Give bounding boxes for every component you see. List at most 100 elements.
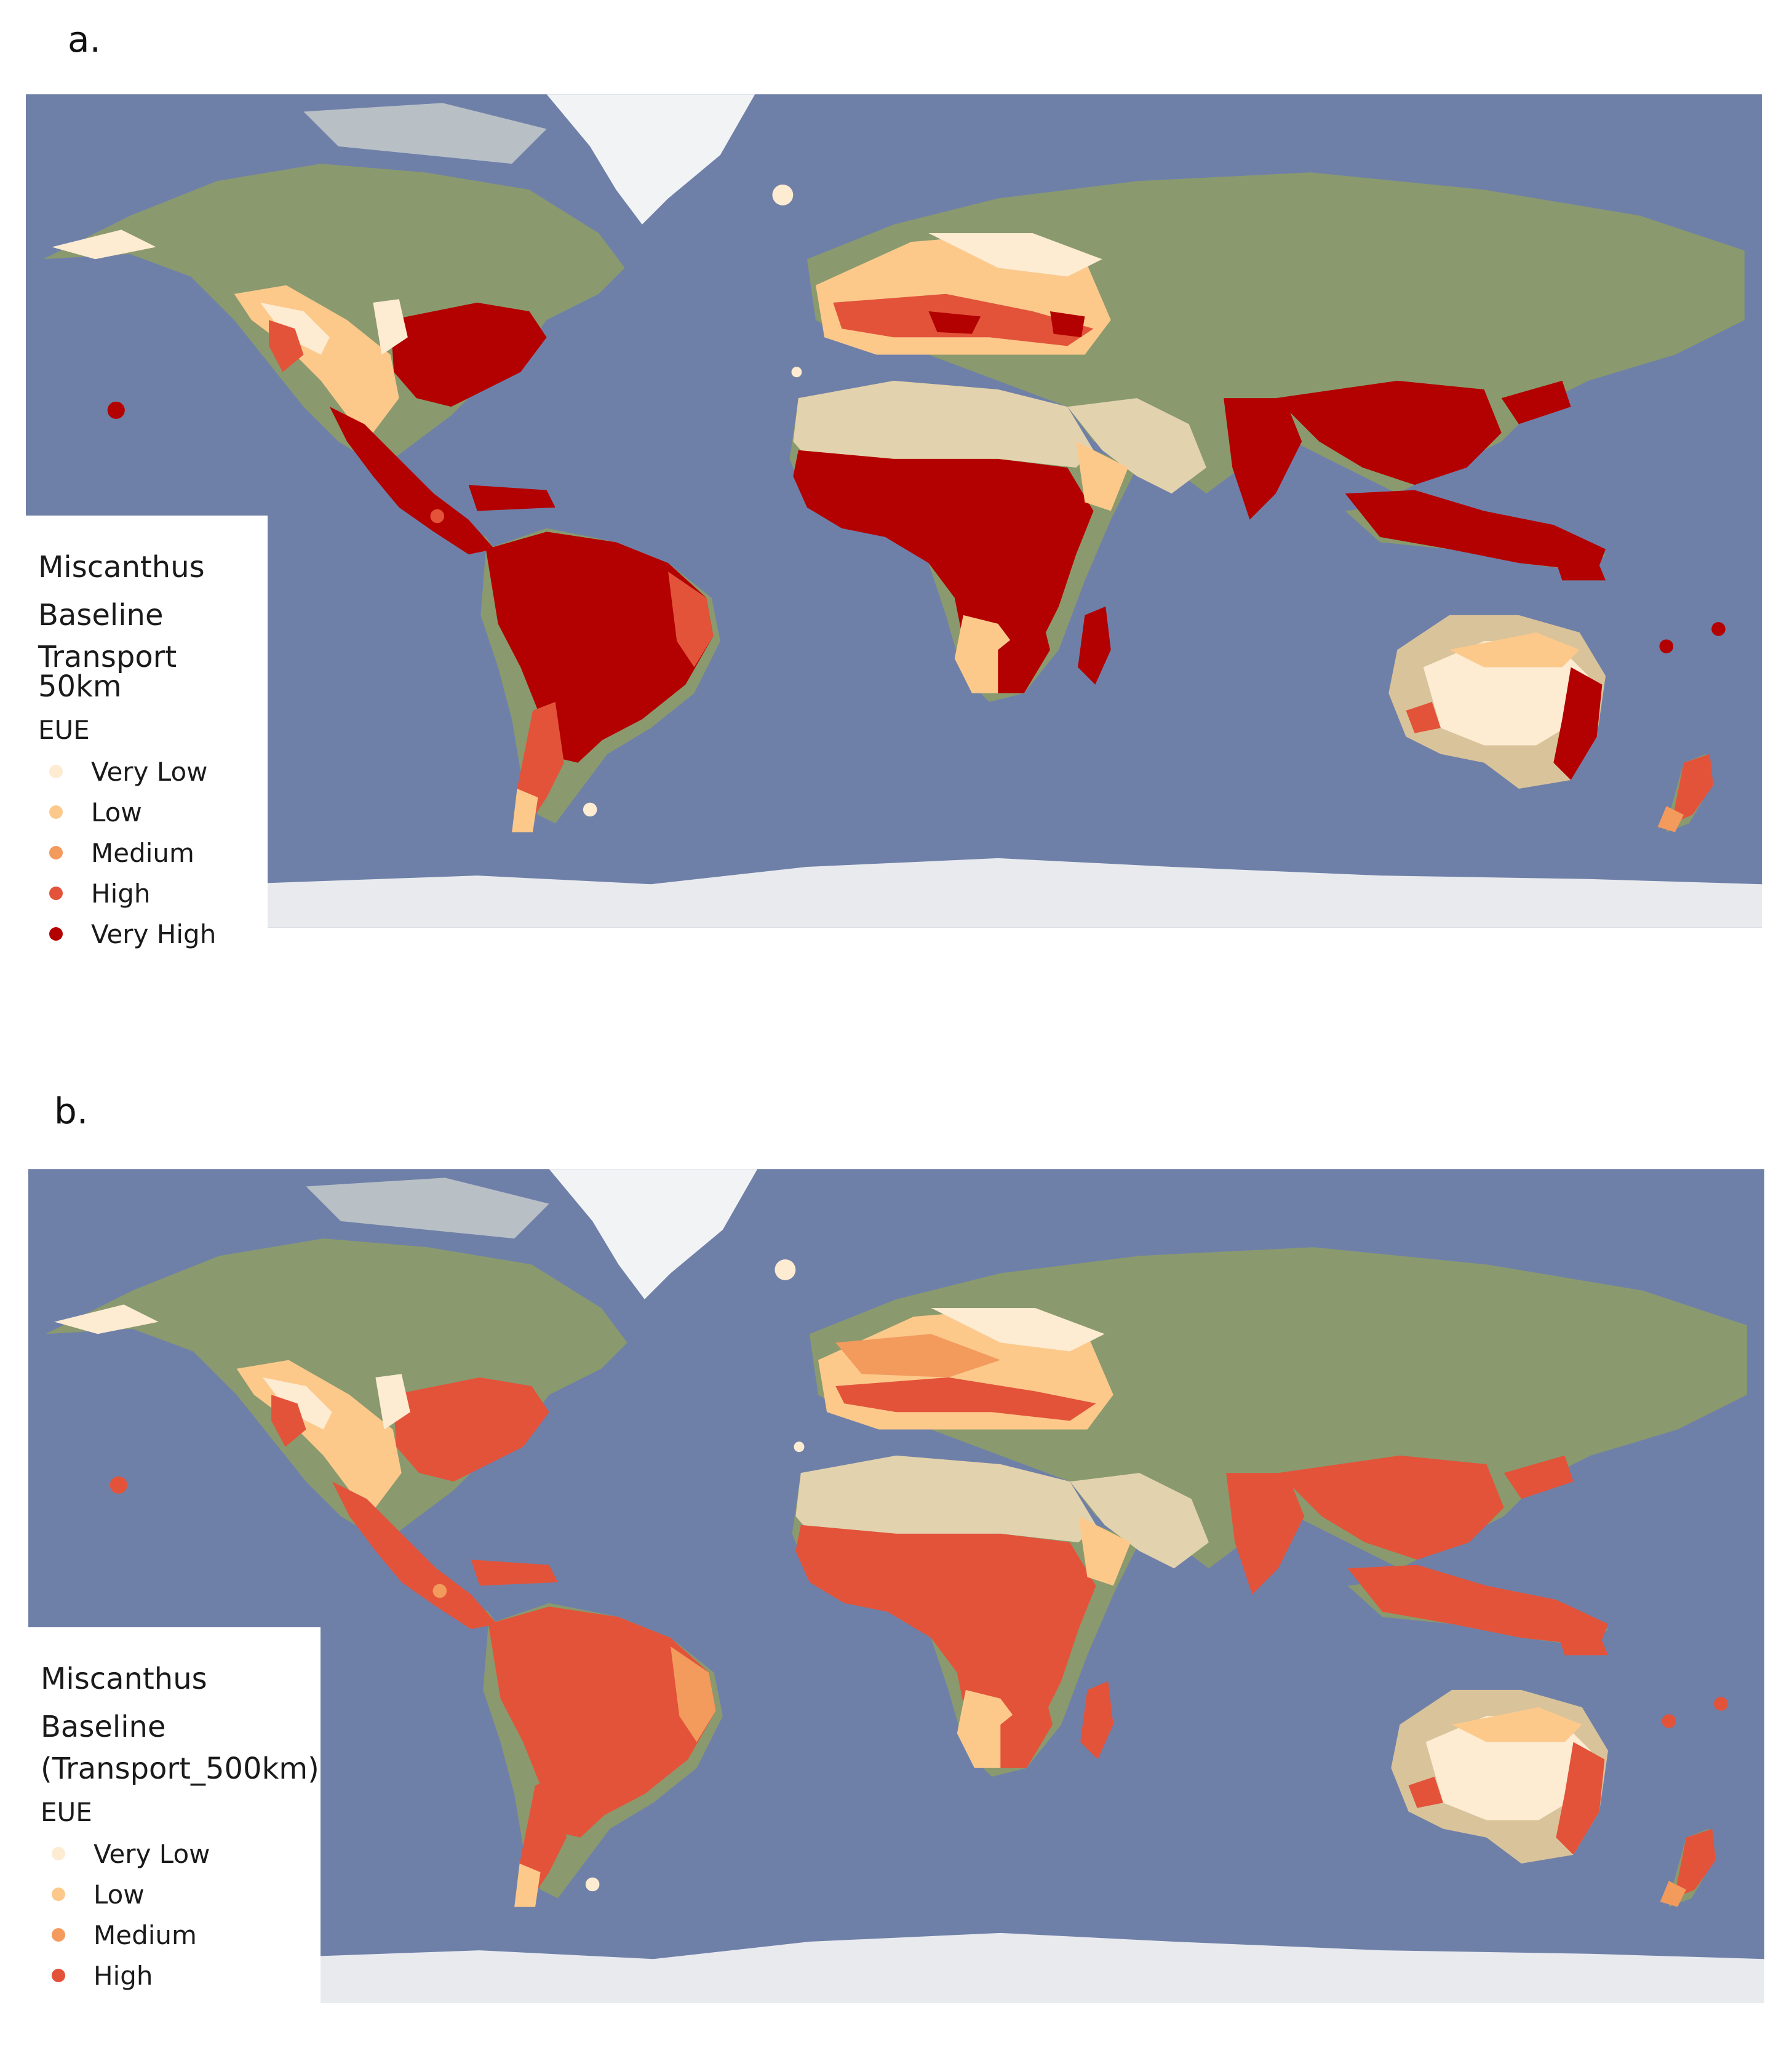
world-map-a bbox=[26, 94, 1762, 928]
zone-falklands bbox=[585, 1877, 600, 1892]
zone-us-east bbox=[392, 1377, 549, 1482]
legend-swatch bbox=[52, 1928, 65, 1942]
zone-azores bbox=[791, 367, 802, 378]
zone-nz-south bbox=[1660, 1881, 1687, 1907]
legend-title-line: Baseline bbox=[38, 598, 164, 632]
legend-item-high: High bbox=[41, 1955, 321, 1996]
zone-hawaii bbox=[107, 401, 125, 419]
zone-india bbox=[1226, 1473, 1305, 1595]
zone-mexico bbox=[329, 407, 495, 555]
legend-item-label: Low bbox=[91, 797, 142, 827]
zone-europe-medium bbox=[835, 1334, 1001, 1377]
zone-se-asia-islands bbox=[1345, 490, 1606, 572]
zone-horn-low bbox=[1076, 441, 1128, 511]
zone-africa bbox=[795, 1525, 1096, 1760]
zone-brazil-coast bbox=[668, 572, 714, 668]
zone-vanuatu bbox=[1659, 639, 1674, 653]
legend-item-low: Low bbox=[41, 1874, 321, 1915]
zone-na-west-high bbox=[271, 1395, 306, 1447]
zone-us-east-edge bbox=[375, 1374, 410, 1430]
zone-azores bbox=[794, 1441, 805, 1453]
zone-europe-high bbox=[835, 1377, 1096, 1421]
legend-swatch bbox=[52, 1847, 65, 1860]
legend-item-medium: Medium bbox=[41, 1915, 321, 1955]
legend-panel-a: Miscanthus Baseline Transport 50km EUE V… bbox=[26, 516, 268, 949]
legend-item-label: Very Low bbox=[91, 756, 208, 787]
legend-title-line: Baseline bbox=[41, 1710, 166, 1744]
zone-blacksea-vh bbox=[1049, 311, 1085, 338]
legend-item-label: Medium bbox=[91, 837, 194, 868]
zone-africa-vh bbox=[793, 450, 1094, 685]
zone-south-america bbox=[488, 1606, 716, 1838]
legend-item-label: Low bbox=[94, 1879, 145, 1910]
greenland bbox=[549, 1169, 758, 1299]
zone-us-east-edge bbox=[373, 299, 408, 355]
zone-fiji bbox=[1711, 622, 1726, 636]
zone-png bbox=[1553, 554, 1606, 581]
sahara bbox=[795, 1455, 1096, 1542]
zone-japan-vh bbox=[1501, 380, 1571, 425]
zone-india-vh bbox=[1224, 398, 1302, 520]
legend-item-label: High bbox=[94, 1960, 153, 1991]
legend-item-very-high: Very High bbox=[38, 914, 268, 954]
zone-na-west-vl bbox=[262, 1377, 332, 1430]
zone-iceland bbox=[775, 1259, 796, 1280]
legend-swatch bbox=[49, 927, 63, 941]
arctic-islands bbox=[306, 1178, 549, 1239]
zone-nz bbox=[1674, 1828, 1716, 1899]
zone-andes-low bbox=[514, 1864, 541, 1907]
antarctica bbox=[28, 1932, 1764, 2003]
legend-item-medium: Medium bbox=[38, 832, 268, 873]
legend-item-low: Low bbox=[38, 792, 268, 832]
zone-south-america-vh bbox=[485, 532, 714, 763]
legend-item-label: Very Low bbox=[94, 1838, 210, 1869]
legend-item-very-low: Very Low bbox=[41, 1833, 321, 1874]
zone-andes bbox=[519, 1776, 567, 1899]
zone-na-west-high bbox=[269, 320, 304, 372]
eue-overlay-a bbox=[52, 184, 1726, 832]
zone-australia-sw bbox=[1406, 701, 1441, 733]
legend-title-line: Miscanthus bbox=[41, 1662, 207, 1696]
panel-a-label: a. bbox=[68, 18, 101, 60]
zone-europe-vl bbox=[928, 233, 1102, 277]
legend-swatch bbox=[52, 1888, 65, 1901]
zone-andes-low bbox=[512, 789, 538, 832]
legend-swatch bbox=[52, 1969, 65, 1982]
map-panel-a bbox=[26, 94, 1762, 928]
zone-hawaii bbox=[110, 1476, 127, 1494]
eue-overlay-b bbox=[54, 1259, 1728, 1907]
zone-australia-east bbox=[1556, 1742, 1605, 1855]
arctic-islands bbox=[303, 103, 547, 164]
zone-brazil-coast bbox=[671, 1646, 716, 1742]
zone-australia-low bbox=[1452, 1707, 1582, 1742]
zone-china bbox=[1278, 1455, 1504, 1560]
zone-madagascar bbox=[1078, 606, 1111, 685]
zone-japan bbox=[1503, 1455, 1574, 1499]
zone-europe-vh bbox=[928, 311, 981, 334]
legend-title-line: (Transport_500km) bbox=[41, 1752, 319, 1786]
world-map-b bbox=[28, 1169, 1764, 2003]
zone-madagascar bbox=[1080, 1681, 1113, 1760]
map-panel-b bbox=[28, 1169, 1764, 2003]
legend-title-line: Miscanthus bbox=[38, 550, 205, 584]
zone-mexico bbox=[332, 1481, 497, 1630]
zone-caribbean bbox=[468, 485, 556, 511]
legend-swatch bbox=[49, 887, 63, 900]
zone-australia-east bbox=[1553, 667, 1603, 780]
zone-australia-low bbox=[1449, 632, 1580, 668]
zone-se-africa bbox=[998, 615, 1050, 693]
zone-australia-sw bbox=[1408, 1776, 1443, 1808]
zone-se-asia-islands bbox=[1347, 1565, 1609, 1647]
zone-nz-south bbox=[1657, 806, 1684, 832]
legend-panel-b: Miscanthus Baseline (Transport_500km) EU… bbox=[28, 1627, 321, 2003]
legend-swatch bbox=[49, 765, 63, 778]
arabia bbox=[1070, 1473, 1209, 1569]
zone-aleutians bbox=[54, 1304, 159, 1334]
panel-b-label: b. bbox=[54, 1090, 89, 1132]
legend-swatch bbox=[49, 805, 63, 819]
legend-item-label: High bbox=[91, 878, 151, 909]
legend-subtitle: EUE bbox=[38, 715, 90, 745]
zone-aleutians bbox=[52, 229, 156, 260]
arabia bbox=[1067, 398, 1206, 494]
legend-subtitle: EUE bbox=[41, 1797, 92, 1827]
